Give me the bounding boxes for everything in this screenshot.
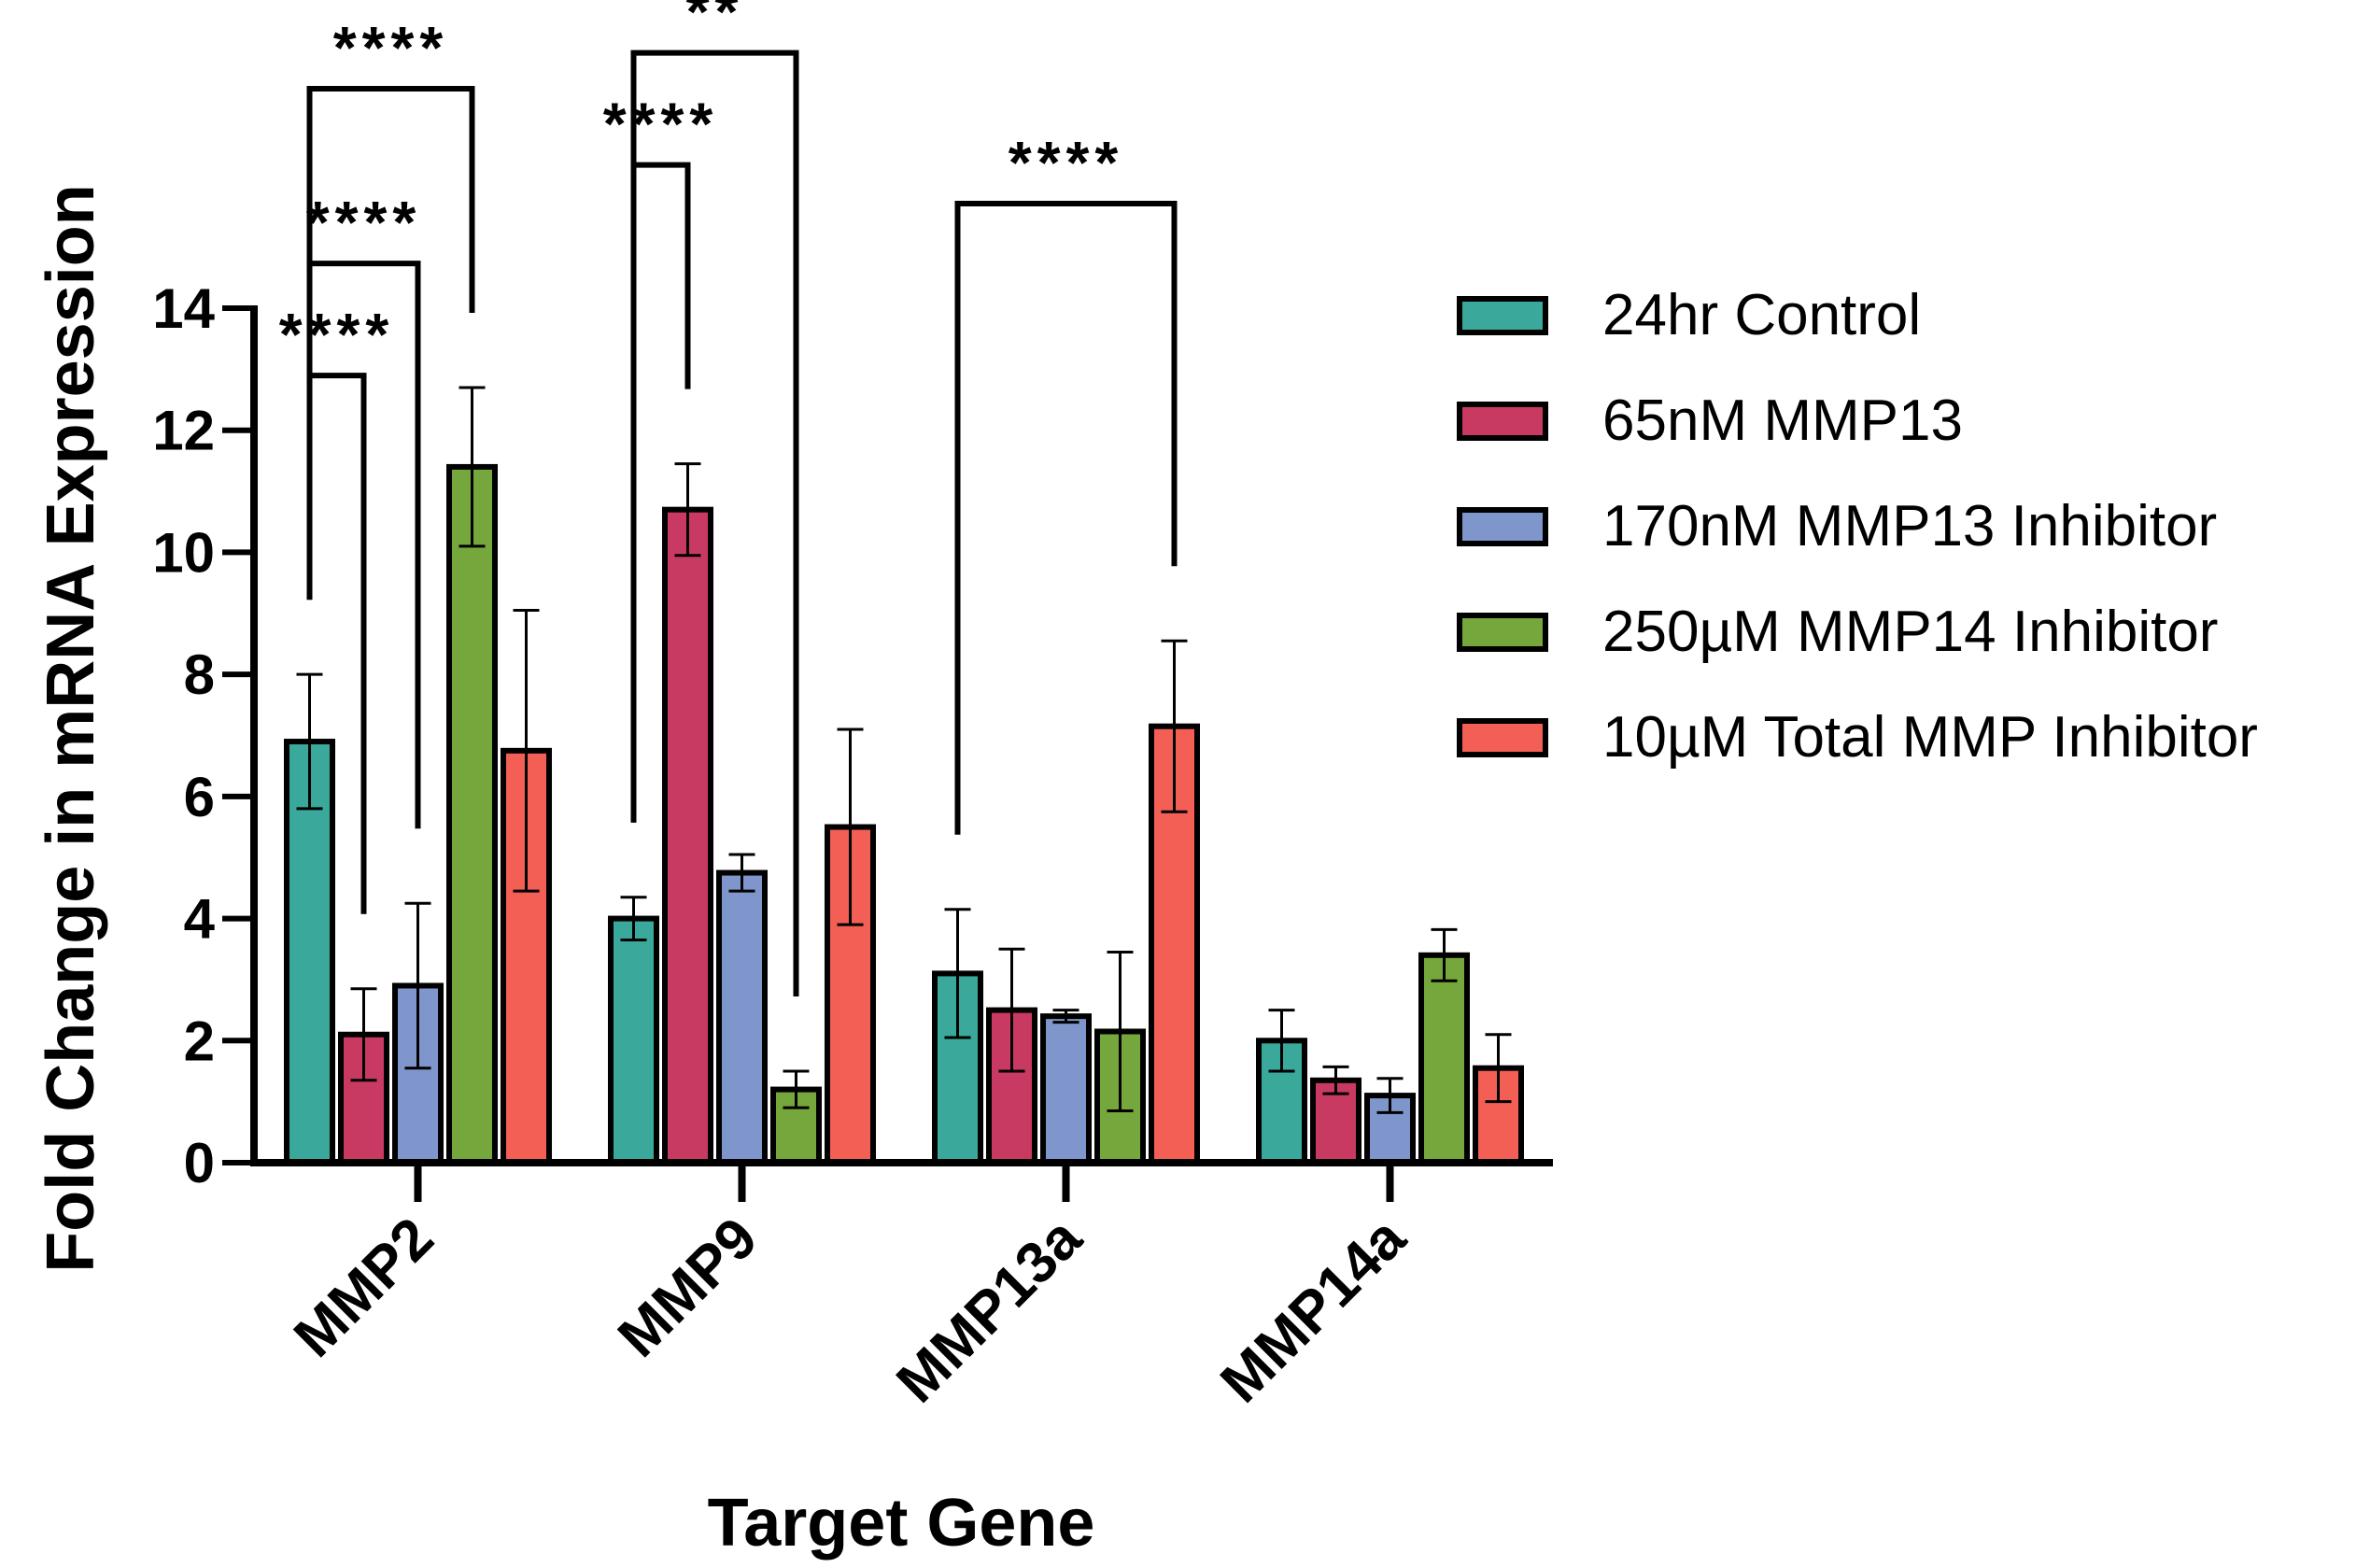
- bar: [608, 915, 659, 1165]
- legend-swatch: [1457, 718, 1548, 757]
- legend-swatch: [1457, 402, 1548, 441]
- y-tick-label: 4: [184, 888, 216, 951]
- y-tick-label: 12: [152, 400, 215, 462]
- x-tick-label: MMP9: [606, 1206, 769, 1369]
- significance-label: ****: [306, 189, 422, 256]
- significance-bracket: [306, 85, 475, 600]
- bar: [662, 506, 713, 1165]
- bar-marks: [284, 386, 1524, 1166]
- bar: [446, 463, 498, 1165]
- y-tick-label: 10: [152, 521, 215, 584]
- bar: [284, 739, 335, 1165]
- y-tick-label: 2: [184, 1010, 215, 1072]
- y-tick-label: 6: [184, 766, 215, 828]
- significance-bracket: [954, 201, 1178, 835]
- significance-bracket: [630, 49, 799, 996]
- y-tick-label: 0: [184, 1132, 215, 1194]
- x-tick-label: MMP13a: [884, 1206, 1094, 1416]
- legend-swatch: [1457, 507, 1548, 546]
- x-tick-label: MMP14a: [1208, 1206, 1418, 1416]
- legend-label: 10µM Total MMP Inhibitor: [1602, 705, 2258, 770]
- significance-label: **: [686, 0, 744, 46]
- bar: [716, 869, 768, 1166]
- legend-label: 24hr Control: [1602, 283, 1921, 347]
- significance-label: ****: [603, 91, 719, 158]
- bar: [1149, 723, 1200, 1165]
- legend-label: 170nM MMP13 Inhibitor: [1602, 494, 2217, 558]
- y-axis-title: Fold Change in mRNA Expression: [34, 184, 108, 1272]
- legend-label: 65nM MMP13: [1602, 388, 1963, 453]
- legend-swatch: [1457, 296, 1548, 335]
- significance-annotations: **********************: [279, 0, 1178, 996]
- significance-label: ****: [333, 14, 449, 81]
- y-tick-label: 8: [184, 643, 215, 706]
- significance-label: ****: [279, 301, 395, 368]
- significance-label: ****: [1009, 129, 1124, 196]
- x-tick-label: MMP2: [282, 1206, 445, 1369]
- y-tick-label: 14: [152, 277, 215, 340]
- bar: [1418, 952, 1470, 1165]
- x-axis-title: Target Gene: [708, 1486, 1095, 1561]
- legend: 24hr Control 65nM MMP13 170nM MMP13 Inhibi…: [1457, 283, 2258, 770]
- bar: [1040, 1013, 1092, 1165]
- legend-label: 250µM MMP14 Inhibitor: [1602, 600, 2218, 664]
- legend-swatch: [1457, 613, 1548, 652]
